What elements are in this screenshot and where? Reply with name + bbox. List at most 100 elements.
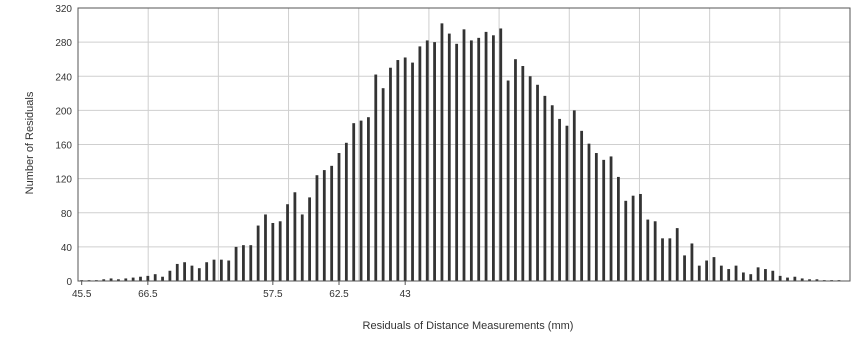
histogram-bar — [447, 33, 451, 282]
histogram-bar — [727, 269, 731, 281]
histogram-bar — [124, 278, 128, 281]
y-tick-label: 160 — [55, 141, 72, 152]
histogram-bar — [440, 23, 444, 282]
histogram-bar — [403, 57, 407, 282]
histogram-bar — [234, 246, 238, 282]
histogram-bar — [793, 276, 797, 281]
x-axis-label: Residuals of Distance Measurements (mm) — [363, 320, 574, 332]
histogram-bar — [367, 117, 370, 281]
histogram-bar — [337, 153, 341, 281]
histogram-bar — [175, 263, 179, 281]
histogram-bar — [764, 269, 767, 281]
histogram-bar — [425, 40, 429, 281]
histogram-bar — [683, 255, 686, 281]
histogram-bar — [462, 29, 466, 281]
x-tick-labels: 45.5 66.5 57.5 62.5 43 — [72, 281, 411, 300]
histogram-bar — [587, 143, 591, 281]
histogram-bar — [484, 31, 488, 281]
histogram-bar — [264, 214, 267, 281]
y-tick-label: 240 — [55, 72, 72, 83]
histogram-bar — [594, 153, 598, 281]
histogram-bar — [183, 262, 186, 281]
histogram-bar — [506, 80, 510, 282]
histogram-bar — [205, 262, 209, 281]
plot-frame — [77, 7, 851, 282]
histogram-bar — [227, 260, 231, 281]
histogram-bar — [697, 265, 701, 281]
histogram-bar — [565, 125, 569, 281]
histogram-bar — [433, 42, 436, 282]
histogram-bar — [146, 275, 150, 281]
histogram-bar — [455, 43, 459, 281]
histogram-bar — [249, 245, 253, 281]
histogram-bar — [580, 130, 584, 281]
histogram-bar — [330, 165, 334, 281]
histogram-bar — [117, 279, 120, 281]
histogram-bar — [293, 192, 297, 281]
histogram-bar — [242, 245, 245, 281]
histogram-bar — [190, 265, 194, 281]
histogram-bar — [197, 268, 201, 281]
histogram-bar — [778, 275, 782, 281]
histogram-bar — [322, 170, 326, 281]
histogram-bar — [741, 272, 745, 281]
y-tick-label: 0 — [66, 277, 72, 288]
x-tick-label: 45.5 — [72, 289, 92, 300]
histogram-bar — [528, 76, 532, 281]
histogram-bar — [109, 278, 113, 281]
histogram-bar — [734, 265, 738, 281]
x-tick-label: 43 — [400, 289, 412, 300]
histogram-bar — [131, 277, 135, 281]
histogram-bar — [749, 274, 753, 281]
y-tick-label: 40 — [61, 243, 73, 254]
y-tick-label: 280 — [55, 38, 72, 49]
bar-layer — [80, 23, 841, 282]
histogram-bar — [499, 28, 503, 281]
histogram-bar — [675, 228, 679, 281]
histogram-bar — [609, 156, 613, 281]
histogram-bar — [668, 238, 672, 281]
y-tick-labels: 0 40 80 120 160 200 240 280 320 — [55, 4, 72, 288]
histogram-bar — [168, 270, 172, 281]
histogram-bar — [771, 270, 775, 281]
histogram-bar — [492, 35, 495, 281]
y-tick-label: 120 — [55, 175, 72, 186]
histogram-bar — [719, 265, 723, 281]
histogram-bar — [219, 259, 223, 281]
histogram-bar — [352, 123, 356, 281]
histogram-bar — [521, 66, 525, 281]
histogram-bar — [624, 200, 628, 281]
histogram-bar — [617, 176, 620, 281]
histogram-bar — [418, 46, 422, 281]
histogram-bar — [543, 95, 547, 282]
histogram-bar — [102, 279, 106, 281]
histogram-bar — [469, 40, 473, 281]
histogram-bar — [550, 105, 554, 281]
histogram-bar — [661, 238, 664, 281]
histogram-bar — [756, 267, 760, 281]
histogram-bar — [411, 62, 414, 281]
histogram-bar — [808, 279, 811, 281]
histogram-bar — [572, 110, 576, 282]
histogram-bar — [256, 225, 260, 281]
histogram-bar — [712, 257, 716, 281]
histogram-bar — [477, 37, 481, 281]
histogram-bar — [690, 243, 694, 281]
x-tick-label: 66.5 — [138, 289, 158, 300]
histogram-bar — [381, 88, 385, 281]
histogram-bar — [653, 221, 657, 281]
histogram-bar — [631, 195, 635, 281]
histogram-bar — [359, 120, 363, 281]
histogram-bar — [800, 278, 804, 281]
y-axis-label: Number of Residuals — [24, 91, 36, 194]
histogram-bar — [705, 260, 709, 281]
histogram-bar — [786, 277, 789, 281]
histogram-bar — [153, 274, 157, 281]
y-tick-label: 320 — [55, 4, 72, 15]
histogram-bar — [161, 276, 164, 281]
histogram-bar — [536, 84, 539, 281]
histogram-bar — [271, 222, 275, 281]
histogram-bar — [286, 204, 289, 281]
y-tick-label: 80 — [61, 209, 73, 220]
